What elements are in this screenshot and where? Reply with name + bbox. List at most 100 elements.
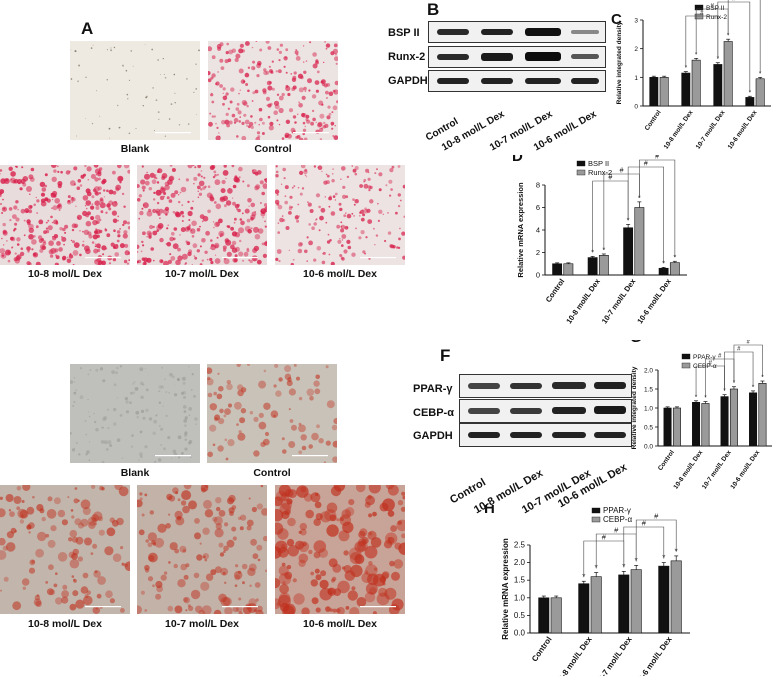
stain-dot [194,518,200,524]
stain-dot [103,416,108,420]
stain-dot [104,228,108,232]
stain-dot [118,126,121,129]
stain-dot [239,218,243,221]
stain-dot [0,550,7,560]
stain-dot [153,129,156,132]
stain-dot [215,135,221,140]
stain-dot [210,76,214,80]
stain-dot [281,437,285,441]
stain-dot [188,440,193,444]
stain-dot [236,102,240,106]
stain-dot [193,394,196,398]
stain-dot [92,606,101,614]
stain-dot [276,48,280,51]
stain-dot [124,561,130,571]
stain-dot [213,609,222,614]
stain-dot [362,250,366,254]
stain-dot [98,516,103,522]
stain-dot [222,245,227,250]
stain-dot [233,117,239,123]
legend-label: CEBP-α [693,363,717,370]
stain-dot [8,166,13,171]
stain-dot [368,189,371,192]
legend-swatch [681,353,691,360]
stain-dot [214,258,221,264]
stain-dot [211,73,216,78]
stain-dot [310,571,315,576]
stain-dot [224,581,227,584]
stain-dot [117,219,119,222]
stain-dot [233,258,238,263]
stain-dot [266,80,272,86]
stain-dot [328,558,338,568]
stain-dot [316,70,320,74]
stain-dot [146,235,149,238]
stain-dot [273,110,278,115]
bar-bsp-ii [713,64,723,107]
stain-dot [144,445,148,449]
stain-dot [258,107,263,112]
stain-dot [163,447,166,451]
stain-dot [341,509,351,519]
stain-dot [33,252,37,257]
caption-e-dex-7: 10-7 mol/L Dex [165,618,239,630]
stain-dot [288,108,294,113]
stain-dot [28,522,35,529]
y-axis-label: Relative mRNA expression [501,538,510,640]
y-tick-label: 1 [634,75,638,82]
stain-dot [45,229,50,234]
stain-dot [315,607,321,613]
stain-dot [238,251,244,257]
stain-dot [159,237,164,243]
stain-dot [10,236,14,241]
legend-label: BSP II [588,159,609,168]
stain-dot [279,584,289,594]
stain-dot [280,492,290,501]
stain-dot [287,377,292,382]
stain-dot [141,185,146,190]
stain-dot [123,259,128,264]
stain-dot [317,121,323,127]
stain-dot [313,518,321,526]
stain-dot [327,233,330,236]
stain-dot [140,250,143,253]
stain-dot [109,598,115,604]
stain-dot [91,514,99,522]
stain-dot [219,552,225,557]
y-tick-label: 1.5 [514,576,526,585]
stain-dot [253,245,260,252]
stain-dot [313,222,317,226]
stain-dot [1,254,5,257]
stain-dot [120,546,124,550]
stain-dot [275,70,278,73]
stain-dot [151,179,157,185]
stain-dot [215,203,222,210]
stain-dot [345,606,350,610]
stain-dot [156,181,160,184]
stain-dot [85,220,92,227]
stain-dot [184,447,188,451]
stain-dot [184,416,188,420]
stain-dot [160,574,167,581]
stain-dot [255,598,259,602]
stain-dot [73,381,76,383]
stain-dot [388,179,393,184]
stain-dot [105,211,108,214]
stain-dot [188,365,190,368]
y-tick-label: 2 [536,248,540,257]
stain-dot [201,220,204,223]
stain-dot [339,207,343,212]
stain-dot [20,178,26,184]
stain-dot [111,210,117,216]
stain-dot [186,78,188,80]
stain-dot [121,457,124,459]
stain-dot [372,611,377,614]
stain-dot [36,212,38,214]
stain-dot [198,192,203,196]
stain-dot [15,200,19,204]
stain-dot [71,553,78,560]
stain-dot [138,194,143,198]
stain-dot [326,97,328,99]
stain-dot [374,244,376,246]
stain-dot [220,233,224,237]
